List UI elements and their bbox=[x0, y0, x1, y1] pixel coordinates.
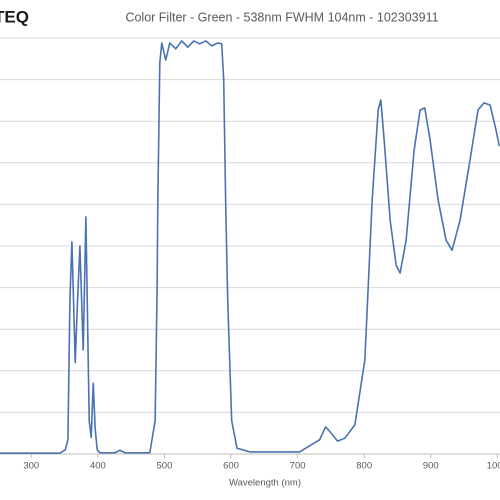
transmission-line bbox=[0, 40, 500, 454]
x-tick-label: 600 bbox=[223, 461, 239, 472]
x-tick-label: 900 bbox=[423, 461, 439, 472]
x-tick-label: 500 bbox=[157, 461, 173, 472]
x-axis-title: Wavelength (nm) bbox=[229, 478, 301, 489]
x-tick-label: 800 bbox=[356, 461, 372, 472]
x-tick-label: 1000 bbox=[487, 461, 500, 472]
x-tick-label: 700 bbox=[290, 461, 306, 472]
chart-title: Color Filter - Green - 538nm FWHM 104nm … bbox=[125, 10, 438, 24]
logo: TEQ bbox=[0, 7, 29, 26]
x-tick-label: 300 bbox=[23, 461, 39, 472]
x-tick-label: 400 bbox=[90, 461, 106, 472]
